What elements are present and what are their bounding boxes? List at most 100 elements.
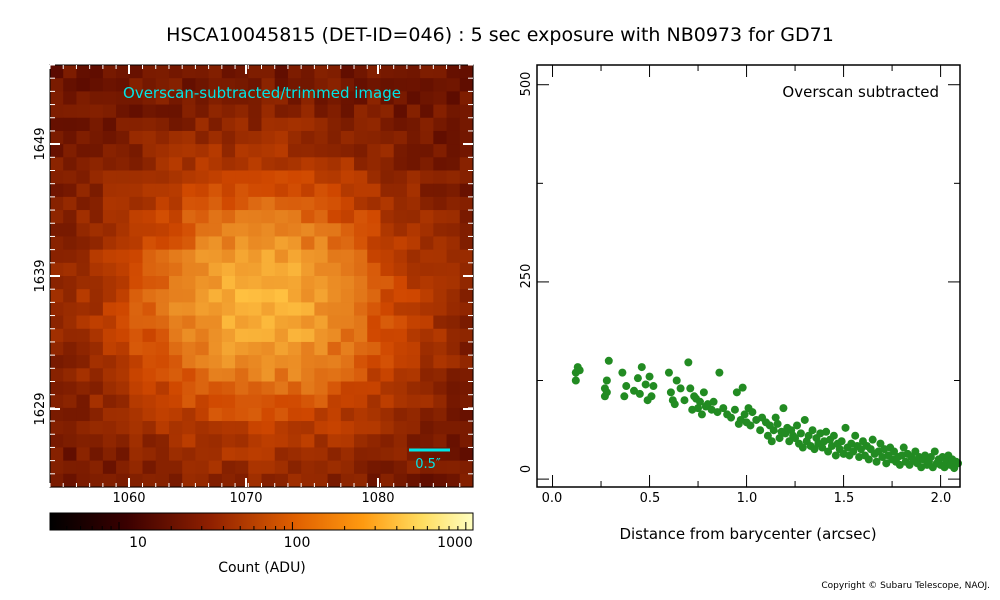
image-pixel (340, 302, 355, 317)
image-pixel (208, 170, 223, 185)
image-pixel (89, 104, 104, 119)
image-pixel (63, 421, 78, 435)
image-pixel (116, 157, 130, 172)
image-pixel (89, 262, 104, 277)
image-pixel (116, 355, 130, 369)
image-pixel (367, 276, 382, 290)
image-pixel (182, 394, 197, 409)
image-pixel (63, 183, 78, 198)
image-pixel (63, 276, 78, 290)
image-pixel (235, 447, 249, 462)
image-pixel (274, 302, 289, 317)
image-pixel (274, 65, 289, 79)
image-pixel (367, 117, 382, 132)
image-pixel (354, 144, 368, 158)
image-pixel (380, 130, 395, 145)
scatter-point (620, 392, 629, 401)
image-pixel (248, 104, 263, 119)
scatter-point (649, 382, 658, 391)
image-pixel (406, 368, 421, 383)
image-pixel (76, 394, 91, 409)
image-pixel (168, 183, 183, 198)
image-pixel (420, 381, 434, 396)
image-pixel (367, 368, 382, 383)
image-pixel (380, 421, 395, 435)
image-pixel (340, 210, 355, 224)
image-pixel (129, 130, 144, 145)
image-pixel (50, 355, 64, 369)
image-pixel (340, 91, 355, 106)
image-pixel (314, 130, 329, 145)
image-pixel (155, 368, 170, 383)
image-pixel (287, 394, 302, 409)
image-pixel (116, 210, 130, 224)
image-pixel (287, 223, 302, 238)
image-pixel (102, 117, 117, 132)
image-pixel (420, 407, 434, 422)
image-pixel (446, 236, 461, 251)
image-pixel (433, 473, 448, 488)
image-x-tick-label: 1060 (112, 491, 145, 506)
image-pixel (433, 170, 448, 185)
image-pixel (393, 104, 408, 119)
image-pixel (314, 368, 329, 383)
image-pixel (406, 78, 421, 92)
image-pixel (89, 460, 104, 475)
image-pixel (208, 104, 223, 119)
image-pixel (89, 249, 104, 264)
image-pixel (380, 249, 395, 264)
image-pixel (446, 262, 461, 277)
scatter-point (800, 415, 809, 424)
image-pixel (340, 104, 355, 119)
image-pixel (182, 223, 197, 238)
image-pixel (393, 447, 408, 462)
scatter-point (767, 437, 776, 446)
image-pixel (459, 236, 474, 251)
image-pixel (76, 355, 91, 369)
image-pixel (433, 91, 448, 106)
image-pixel (274, 341, 289, 356)
image-pixel (446, 460, 461, 475)
image-pixel (129, 117, 144, 132)
image-pixel (340, 407, 355, 422)
image-pixel (261, 421, 276, 435)
image-pixel (168, 368, 183, 383)
image-pixel (235, 407, 249, 422)
scatter-point (882, 459, 891, 468)
image-pixel (393, 210, 408, 224)
image-pixel (116, 117, 130, 132)
image-pixel (314, 394, 329, 409)
image-pixel (182, 447, 197, 462)
image-pixel (63, 341, 78, 356)
image-pixel (76, 170, 91, 185)
image-pixel (195, 381, 210, 396)
image-pixel (274, 236, 289, 251)
image-pixel (129, 421, 144, 435)
image-pixel (327, 130, 342, 145)
image-pixel (380, 355, 395, 369)
image-pixel (393, 276, 408, 290)
image-pixel (235, 249, 249, 264)
image-pixel (235, 381, 249, 396)
image-pixel (195, 368, 210, 383)
image-pixel (102, 78, 117, 92)
image-pixel (235, 78, 249, 92)
image-pixel (221, 104, 236, 119)
image-pixel (406, 460, 421, 475)
image-pixel (420, 91, 434, 106)
image-pixel (129, 157, 144, 172)
image-pixel (63, 434, 78, 449)
image-pixel (208, 157, 223, 172)
image-pixel (393, 262, 408, 277)
image-pixel (380, 144, 395, 158)
image-pixel (248, 210, 263, 224)
image-pixel (208, 276, 223, 290)
image-pixel (261, 394, 276, 409)
image-pixel (235, 183, 249, 198)
colorbar-tick-label: 10 (129, 535, 147, 551)
image-pixel (116, 434, 130, 449)
image-pixel (340, 394, 355, 409)
image-pixel (406, 276, 421, 290)
image-pixel (261, 302, 276, 317)
image-pixel (76, 368, 91, 383)
